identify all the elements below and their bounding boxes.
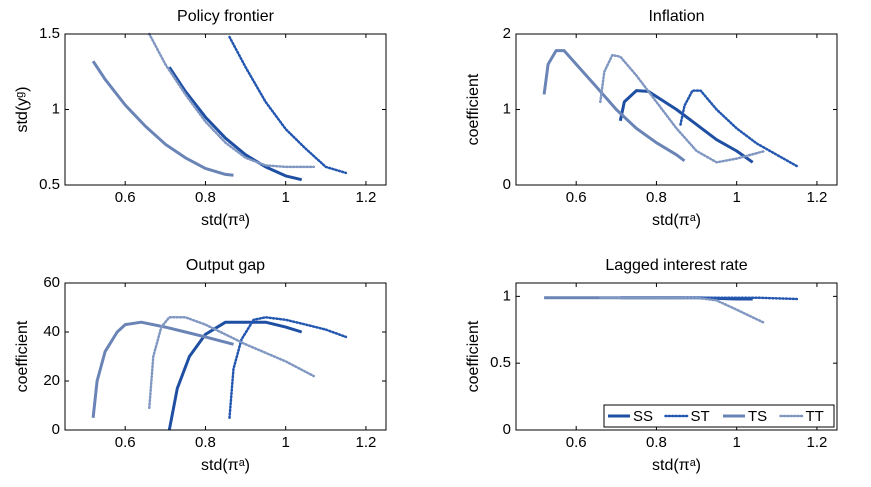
axes-frame <box>515 33 838 186</box>
series-line <box>599 296 767 325</box>
series-line <box>228 316 348 420</box>
axes-frame <box>515 282 838 431</box>
x-tick-label: 1 <box>282 434 290 451</box>
x-tick-label: 1 <box>733 434 741 451</box>
plot-area <box>65 283 386 430</box>
x-tick-label: 1.2 <box>807 434 828 451</box>
y-axis-label: coefficient <box>465 73 482 145</box>
y-tick-label: 2 <box>503 25 511 42</box>
y-tick-label: 1.5 <box>39 25 60 42</box>
legend-label: ST <box>691 408 710 425</box>
y-tick-label: 0.5 <box>39 176 60 193</box>
series-line <box>618 89 754 164</box>
x-axis-label: std(πᵃ) <box>652 212 701 229</box>
x-tick-label: 1.2 <box>807 189 828 206</box>
legend-label: TT <box>806 408 824 425</box>
legend-box <box>603 404 835 428</box>
chart-title: Inflation <box>648 8 704 25</box>
x-tick-label: 1.2 <box>356 189 377 206</box>
series-line <box>91 60 234 177</box>
x-tick-label: 0.6 <box>115 189 136 206</box>
series-line <box>599 53 767 164</box>
y-tick-label: 1 <box>503 287 511 304</box>
x-tick-label: 1 <box>282 189 290 206</box>
series-line <box>542 49 686 162</box>
series-line <box>148 32 316 169</box>
x-tick-label: 0.8 <box>195 434 216 451</box>
series-line <box>167 320 303 431</box>
y-axis-label: std(yᵍ) <box>14 86 31 132</box>
x-axis-label: std(πᵃ) <box>201 457 250 474</box>
plot-area <box>65 34 386 185</box>
y-tick-label: 20 <box>43 372 60 389</box>
chart-title: Policy frontier <box>177 8 275 25</box>
series-line <box>148 316 316 410</box>
y-axis-label: coefficient <box>465 320 482 392</box>
x-tick-label: 1.2 <box>356 434 377 451</box>
series-line <box>679 89 799 168</box>
axes-frame <box>64 33 387 186</box>
y-tick-label: 1 <box>52 100 60 117</box>
series-line <box>168 66 303 182</box>
legend-label: SS <box>633 408 653 425</box>
x-tick-label: 0.8 <box>195 189 216 206</box>
chart-title: Lagged interest rate <box>605 257 747 274</box>
y-tick-label: 1 <box>503 100 511 117</box>
x-axis-label: std(πᵃ) <box>201 212 250 229</box>
series-line <box>228 35 348 175</box>
y-axis-label: coefficient <box>14 320 31 392</box>
x-tick-label: 0.6 <box>566 189 587 206</box>
legend-label: TS <box>748 408 767 425</box>
axes-frame <box>64 282 387 431</box>
x-tick-label: 0.8 <box>646 434 667 451</box>
x-tick-label: 0.6 <box>566 434 587 451</box>
y-tick-label: 0 <box>503 176 511 193</box>
chart-title: Output gap <box>186 257 265 274</box>
series-line <box>91 320 234 418</box>
y-tick-label: 60 <box>43 274 60 291</box>
x-tick-label: 0.6 <box>115 434 136 451</box>
x-axis-label: std(πᵃ) <box>652 457 701 474</box>
x-tick-label: 1 <box>733 189 741 206</box>
y-tick-label: 40 <box>43 323 60 340</box>
x-tick-label: 0.8 <box>646 189 667 206</box>
y-tick-label: 0.5 <box>490 354 511 371</box>
y-tick-label: 0 <box>52 421 60 438</box>
y-tick-label: 0 <box>503 421 511 438</box>
